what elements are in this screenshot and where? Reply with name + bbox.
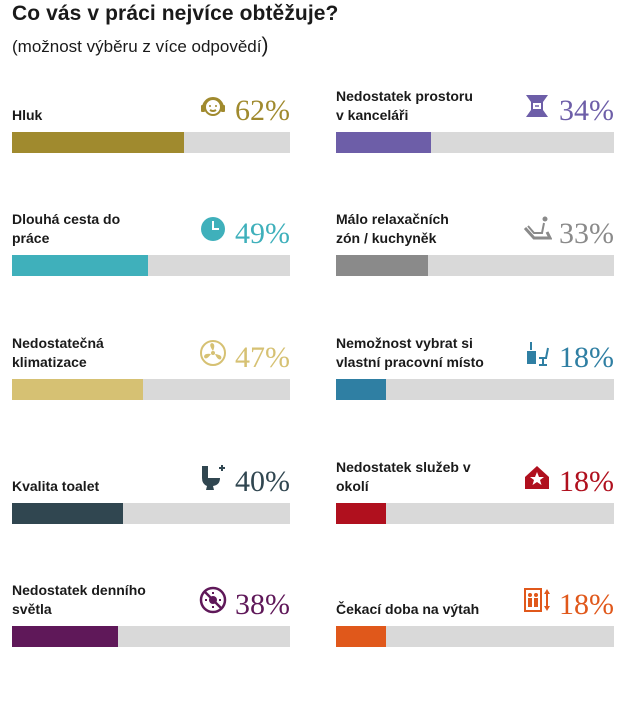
bar-item: Málo relaxačních zón / kuchyněk 33% — [336, 206, 614, 276]
bar-track — [12, 255, 290, 276]
elevator-icon — [522, 585, 552, 615]
bar-value-label: 62% — [235, 94, 290, 127]
bar-fill — [12, 379, 143, 400]
bar-item: Kvalita toalet 40% — [12, 454, 290, 524]
house-star-icon — [522, 462, 552, 492]
bar-value-label: 47% — [235, 341, 290, 374]
bar-track — [336, 626, 614, 647]
bar-track — [12, 626, 290, 647]
bar-label-line: v kanceláři — [336, 107, 409, 123]
bar-value-label: 18% — [559, 341, 614, 374]
bar-track — [336, 503, 614, 524]
bar-item: Nedostatek služeb v okolí 18% — [336, 454, 614, 524]
headphones-icon — [198, 91, 228, 121]
bar-fill — [12, 132, 185, 153]
no-sun-icon — [198, 585, 228, 615]
cramped-space-icon — [522, 91, 552, 121]
bar-fill — [12, 503, 124, 524]
bar-track — [336, 379, 614, 400]
bar-value-label: 18% — [559, 588, 614, 621]
bar-fill — [336, 132, 431, 153]
bar-track — [336, 132, 614, 153]
bar-label: Čekací doba na výtah — [336, 600, 514, 619]
bar-track — [12, 379, 290, 400]
subtitle-close-paren: ) — [261, 34, 269, 57]
bar-label: Nedostatečná klimatizace — [12, 334, 190, 372]
bar-track — [336, 255, 614, 276]
bar-label-line: Hluk — [12, 107, 43, 123]
toilet-icon — [198, 462, 228, 492]
bar-label: Nedostatek prostoru v kanceláři — [336, 87, 514, 125]
bar-fill — [336, 379, 387, 400]
bar-label: Dlouhá cesta do práce — [12, 210, 190, 248]
bar-label-line: Nedostatek denního — [12, 582, 146, 598]
bar-label-line: Dlouhá cesta do — [12, 211, 121, 227]
bar-label: Hluk — [12, 106, 190, 125]
bar-value-label: 49% — [235, 217, 290, 250]
bar-label-line: Nedostatek služeb v — [336, 459, 471, 475]
bar-item: Hluk 62% — [12, 83, 290, 153]
bar-item: Nedostatečná klimatizace 47% — [12, 330, 290, 400]
subtitle-text: (možnost výběru z více odpovědí — [12, 37, 262, 56]
chart-title: Co vás v práci nejvíce obtěžuje? — [12, 2, 339, 25]
bar-item: Nedostatek denního světla 38% — [12, 577, 290, 647]
bar-label-line: zón / kuchyněk — [336, 230, 437, 246]
bar-label: Kvalita toalet — [12, 477, 190, 496]
bar-label-line: Kvalita toalet — [12, 478, 100, 494]
bar-item: Dlouhá cesta do práce 49% — [12, 206, 290, 276]
bar-fill — [336, 255, 428, 276]
bar-item: Čekací doba na výtah 18% — [336, 577, 614, 647]
bar-fill — [336, 503, 387, 524]
relax-chair-icon — [522, 214, 552, 244]
bar-label-line: vlastní pracovní místo — [336, 354, 484, 370]
bar-label-line: Čekací doba na výtah — [336, 601, 480, 617]
bar-track — [12, 503, 290, 524]
bar-item: Nedostatek prostoru v kanceláři 34% — [336, 83, 614, 153]
bar-label: Nedostatek služeb v okolí — [336, 458, 514, 496]
bar-item: Nemožnost vybrat si vlastní pracovní míst… — [336, 330, 614, 400]
desk-chair-icon — [522, 338, 552, 368]
bar-value-label: 40% — [235, 465, 290, 498]
bar-label: Nedostatek denního světla — [12, 581, 190, 619]
clock-icon — [198, 214, 228, 244]
bar-fill — [336, 626, 387, 647]
chart-subtitle: (možnost výběru z více odpovědí) — [12, 34, 268, 58]
bar-label-line: práce — [12, 230, 50, 246]
bar-label-line: světla — [12, 601, 52, 617]
bar-value-label: 33% — [559, 217, 614, 250]
bar-fill — [12, 626, 118, 647]
bar-label-line: klimatizace — [12, 354, 87, 370]
fan-icon — [198, 338, 228, 368]
bar-label: Málo relaxačních zón / kuchyněk — [336, 210, 514, 248]
bar-track — [12, 132, 290, 153]
bar-value-label: 34% — [559, 94, 614, 127]
bar-label-line: okolí — [336, 478, 369, 494]
bar-fill — [12, 255, 149, 276]
bar-label-line: Nedostatečná — [12, 335, 104, 351]
bar-label-line: Nemožnost vybrat si — [336, 335, 473, 351]
bar-label-line: Nedostatek prostoru — [336, 88, 473, 104]
bar-value-label: 38% — [235, 588, 290, 621]
bar-label: Nemožnost vybrat si vlastní pracovní míst… — [336, 334, 514, 372]
bar-value-label: 18% — [559, 465, 614, 498]
bar-label-line: Málo relaxačních — [336, 211, 449, 227]
